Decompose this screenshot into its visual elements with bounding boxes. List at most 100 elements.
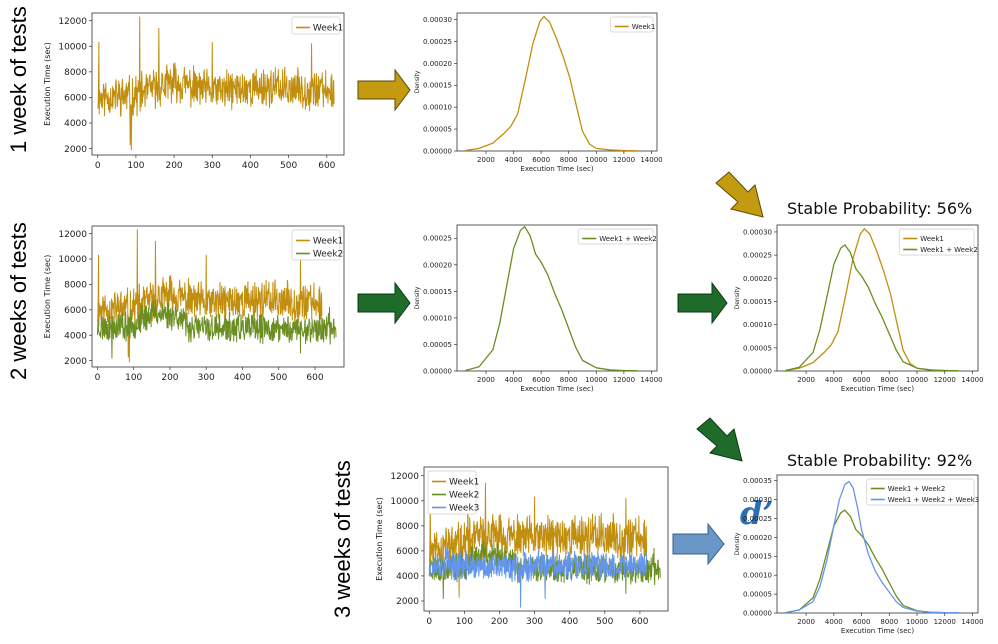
chart-ts3: 0 100 200 300 400 500 600 2000 4000 6000 8000 10000…: [375, 466, 669, 627]
x-tick-label: 100: [127, 161, 144, 171]
x-tick-label: 300: [204, 161, 221, 171]
green-arrow-right-1: [357, 281, 411, 325]
gold-arrow-diagonal: [715, 171, 764, 218]
y-tick-label: 0.00015: [423, 288, 452, 296]
y-axis-label: Execution Time (sec): [43, 42, 52, 126]
x-tick-label: 600: [631, 617, 648, 627]
x-tick-label: 100: [456, 617, 473, 627]
y-tick-label: 4000: [64, 331, 87, 341]
y-tick-label: 10000: [58, 255, 87, 265]
x-tick-label: 12000: [934, 618, 956, 626]
x-tick-label: 200: [161, 373, 178, 383]
y-tick-label: 0.00020: [743, 534, 772, 542]
y-tick-label: 0.00005: [743, 591, 772, 599]
x-tick-label: 0: [426, 617, 432, 627]
y-tick-label: 10000: [390, 497, 419, 507]
x-tick-label: 8000: [880, 618, 898, 626]
x-tick-label: 600: [306, 373, 323, 383]
series-line-week3: [428, 546, 648, 608]
legend-label: Week1: [632, 23, 656, 31]
legend-label: Week1 + Week2: [888, 485, 946, 493]
x-tick-label: 500: [270, 373, 287, 383]
x-tick-label: 8000: [560, 376, 578, 384]
y-axis-label: Density: [414, 286, 421, 309]
y-tick-label: 0.00020: [743, 275, 772, 283]
y-tick-label: 2000: [64, 145, 87, 155]
y-tick-label: 0.00000: [743, 367, 772, 375]
series-line-week2: [96, 299, 337, 359]
series-line-week1-week2: [785, 509, 959, 613]
x-tick-label: 10000: [585, 156, 607, 164]
y-tick-label: 0.00030: [423, 16, 452, 24]
y-tick-label: 0.00015: [423, 82, 452, 90]
green-arrow-right-2: [677, 281, 728, 325]
legend-box: [577, 228, 654, 245]
y-tick-label: 0.00000: [423, 147, 452, 155]
legend-label: Week2: [313, 250, 343, 260]
y-tick-label: 4000: [64, 119, 87, 129]
y-tick-label: 0.00015: [743, 298, 772, 306]
legend-label: Week1: [920, 235, 944, 243]
gold-arrow-right: [357, 68, 411, 112]
green-arrow-diagonal: [696, 417, 743, 462]
x-tick-label: 6000: [532, 156, 550, 164]
legend-label: Week3: [449, 504, 479, 514]
y-axis-label: Density: [734, 532, 741, 555]
y-tick-label: 0.00010: [743, 321, 772, 329]
x-tick-label: 14000: [640, 156, 662, 164]
y-tick-label: 8000: [64, 68, 87, 78]
x-tick-label: 8000: [880, 376, 898, 384]
chart-ts1: 0 100 200 300 400 500 600 2000 4000 6000 8000 10000…: [43, 12, 345, 171]
legend-label: Week1 + Week2: [920, 246, 978, 254]
x-tick-label: 4000: [505, 376, 523, 384]
x-tick-label: 4000: [505, 156, 523, 164]
y-tick-label: 2000: [396, 597, 419, 607]
plot-frame: [456, 12, 658, 152]
y-axis-label: Execution Time (sec): [43, 255, 52, 339]
y-tick-label: 0.00000: [423, 367, 452, 375]
x-tick-label: 10000: [906, 376, 928, 384]
legend-box: [291, 16, 341, 35]
chart-cmp2: 2000 4000 6000 8000 10000 12000 14000 0.00000 0.…: [734, 474, 984, 635]
y-tick-label: 0.00035: [743, 477, 772, 485]
x-tick-label: 400: [242, 161, 259, 171]
x-tick-label: 12000: [613, 376, 635, 384]
y-tick-label: 8000: [64, 281, 87, 291]
series-line-week1-week2: [465, 225, 638, 371]
x-tick-label: 6000: [532, 376, 550, 384]
legend-box: [291, 229, 341, 261]
y-tick-label: 0.00030: [743, 496, 772, 504]
series-line-week1: [465, 15, 638, 151]
y-tick-label: 12000: [390, 472, 419, 482]
annotation-d-prime-blue: d’: [740, 494, 774, 532]
y-tick-label: 0.00010: [743, 572, 772, 580]
x-tick-label: 4000: [825, 618, 843, 626]
y-tick-label: 0.00010: [423, 314, 452, 322]
x-axis-label: Execution Time (sec): [841, 385, 914, 393]
legend-label: Week1 + Week2: [599, 235, 657, 243]
x-tick-label: 6000: [853, 376, 871, 384]
y-tick-label: 12000: [58, 230, 87, 240]
chart-kde1: 2000 4000 6000 8000 10000 12000 14000 0.00000 0.…: [414, 12, 663, 173]
x-tick-label: 14000: [640, 376, 662, 384]
x-axis-label: Execution Time (sec): [841, 627, 914, 635]
y-tick-label: 6000: [396, 547, 419, 557]
x-tick-label: 6000: [853, 618, 871, 626]
x-tick-label: 2000: [797, 376, 815, 384]
y-tick-label: 4000: [396, 572, 419, 582]
y-tick-label: 0.00000: [743, 609, 772, 617]
x-tick-label: 500: [280, 161, 297, 171]
x-tick-label: 14000: [961, 618, 983, 626]
x-tick-label: 500: [596, 617, 613, 627]
x-tick-label: 400: [561, 617, 578, 627]
y-tick-label: 6000: [64, 94, 87, 104]
stable-probability-56: Stable Probability: 56%: [787, 199, 973, 218]
x-tick-label: 0: [95, 161, 101, 171]
x-tick-label: 2000: [797, 618, 815, 626]
x-axis-label: Execution Time (sec): [520, 165, 593, 173]
y-tick-label: 0.00020: [423, 261, 452, 269]
x-tick-label: 14000: [961, 376, 983, 384]
y-tick-label: 0.00020: [423, 60, 452, 68]
blue-arrow-right: [672, 522, 725, 566]
